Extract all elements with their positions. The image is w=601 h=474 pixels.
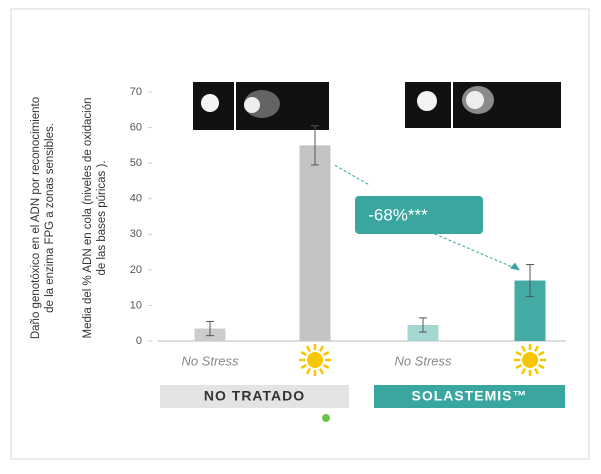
sun-ray [538,363,545,370]
error-bar [206,320,214,337]
error-bar [419,317,427,333]
x-tick-label: No Stress [394,353,452,368]
sun-disc [522,352,538,368]
sun-ray [533,345,540,352]
y-tick-label: 70 [130,86,142,98]
sun-disc [307,352,323,368]
annotation-box [355,196,483,234]
sun-ray [323,363,330,370]
y-tick-label: 40 [130,193,142,205]
sun-ray [520,368,527,375]
x-tick-label: No Stress [181,353,239,368]
sun-ray [323,350,330,357]
y-axis-title: Media del % ADN en cola (niveles de oxid… [82,98,94,339]
y-axis-title: Daño genotóxico en el ADN por reconocimi… [30,97,42,339]
sun-ray [300,363,307,370]
comet-image [405,82,561,128]
sun-ray [305,345,312,352]
y-axis-title: de las bases púricas ). [96,160,108,275]
sun-ray [515,363,522,370]
arrow [429,231,517,269]
bar [407,324,439,341]
sun-ray [318,345,325,352]
sun-ray [538,350,545,357]
arrow-head [510,262,520,271]
sun-ray [533,368,540,375]
error-bar [311,125,319,166]
sun-ray [515,350,522,357]
sun-ray [300,350,307,357]
comet-image [193,82,329,130]
y-axis-title: de la enzima FPG a zonas sensibles. [44,123,56,313]
sun-icon [514,344,546,376]
sun-ray [305,368,312,375]
group-label: SOLASTEMIS™ [411,388,527,404]
annotation: -68%*** [368,205,428,224]
y-tick-label: 50 [130,157,142,169]
y-tick-label: 0 [136,335,142,347]
y-tick-label: 20 [130,264,142,276]
group-box [374,385,565,408]
marker-dot [322,414,330,422]
sun-icon [299,344,331,376]
error-bar [526,264,534,298]
y-tick-label: 10 [130,299,142,311]
y-tick-label: 30 [130,228,142,240]
arrow [334,164,371,186]
sun-ray [318,368,325,375]
group-box [160,385,349,408]
sun-ray [520,345,527,352]
group-label: NO TRATADO [204,388,305,404]
y-tick-label: 60 [130,121,142,133]
bar [299,145,331,341]
